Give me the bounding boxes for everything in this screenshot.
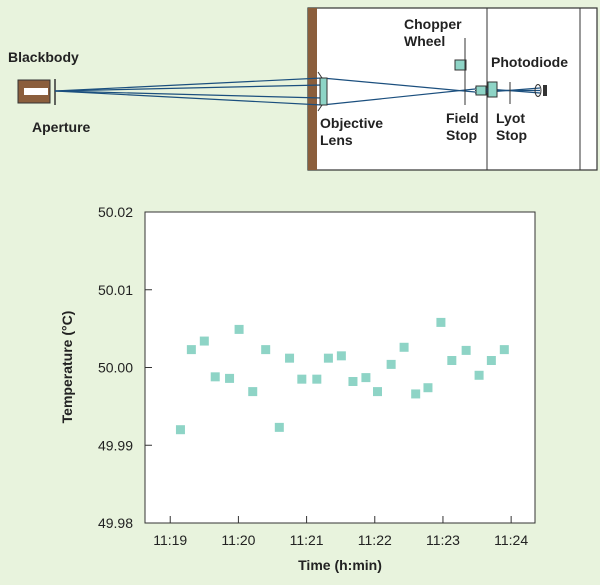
field-stop-aperture: [475, 85, 487, 96]
point: [274, 422, 284, 432]
point: [461, 345, 471, 355]
lyot-stop: [487, 81, 498, 98]
chopper: [454, 59, 467, 71]
point: [225, 373, 235, 383]
photodiode-lens: [534, 84, 542, 97]
label: Blackbody: [8, 49, 79, 65]
label: Lyot: [496, 110, 525, 126]
point: [474, 370, 484, 380]
label: Objective: [320, 115, 383, 131]
point: [423, 383, 433, 393]
point: [248, 387, 258, 397]
label: Stop: [496, 127, 527, 143]
x-tick-label: 11:21: [290, 532, 324, 548]
y-tick-label: 49.99: [98, 437, 133, 453]
label: Wheel: [404, 33, 445, 49]
y-tick-label: 50.02: [98, 204, 133, 220]
point: [348, 376, 358, 386]
point: [234, 324, 244, 334]
point: [199, 336, 209, 346]
x-tick-label: 11:23: [426, 532, 460, 548]
point: [373, 387, 382, 397]
point: [411, 389, 421, 399]
point: [447, 356, 457, 366]
x-tick-label: 11:24: [494, 532, 528, 548]
optical-diagram: Blackbody Aperture Objective Lens Choppe…: [8, 7, 598, 171]
y-tick-label: 50.01: [98, 282, 133, 298]
x-axis-label: Time (h:min): [298, 557, 382, 573]
instrument-box: [307, 7, 598, 171]
point: [336, 351, 346, 361]
point: [386, 359, 396, 369]
y-tick-label: 49.98: [98, 515, 133, 531]
point: [285, 353, 295, 363]
label: Lens: [320, 132, 353, 148]
label: Photodiode: [491, 54, 568, 70]
point: [261, 345, 271, 355]
point: [486, 356, 496, 366]
label: Field: [446, 110, 479, 126]
point: [436, 317, 446, 327]
label: Aperture: [32, 119, 91, 135]
cavity: [24, 88, 48, 95]
front-wall: [308, 8, 317, 170]
point: [323, 353, 333, 363]
x-tick-label: 11:20: [221, 532, 255, 548]
photodiode: [543, 85, 547, 96]
point: [312, 374, 322, 384]
point: [175, 425, 185, 435]
y-tick-label: 50.00: [98, 360, 133, 376]
point: [210, 372, 220, 382]
plot-area: [144, 211, 536, 524]
point: [499, 345, 509, 355]
label: Stop: [446, 127, 477, 143]
label: Chopper: [404, 16, 462, 32]
y-axis-label: Temperature (°C): [59, 311, 75, 424]
x-tick-label: 11:22: [358, 532, 392, 548]
point: [297, 374, 307, 384]
x-tick-label: 11:19: [153, 532, 187, 548]
point: [399, 342, 409, 352]
objective-lens: [319, 77, 328, 106]
point: [186, 345, 196, 355]
point: [361, 373, 371, 383]
